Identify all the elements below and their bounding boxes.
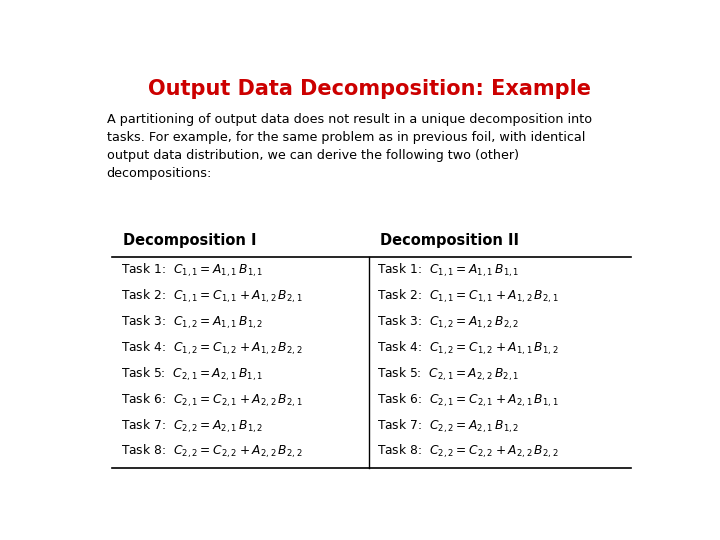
Text: Task 3:  $\mathbf{\mathit{C}}_{1,2} = \mathbf{\mathit{A}}_{1,1}\, \mathbf{\mathi: Task 3: $\mathbf{\mathit{C}}_{1,2} = \ma… — [121, 314, 263, 331]
Text: Task 8:  $\mathbf{\mathit{C}}_{2,2} = \mathbf{\mathit{C}}_{2,2} + \mathbf{\mathi: Task 8: $\mathbf{\mathit{C}}_{2,2} = \ma… — [121, 443, 302, 461]
Text: Task 6:  $\mathbf{\mathit{C}}_{2,1} = \mathbf{\mathit{C}}_{2,1} + \mathbf{\mathi: Task 6: $\mathbf{\mathit{C}}_{2,1} = \ma… — [377, 392, 559, 409]
Text: Task 7:  $\mathbf{\mathit{C}}_{2,2} = \mathbf{\mathit{A}}_{2,1}\, \mathbf{\mathi: Task 7: $\mathbf{\mathit{C}}_{2,2} = \ma… — [121, 417, 263, 435]
Text: Output Data Decomposition: Example: Output Data Decomposition: Example — [148, 79, 590, 99]
Text: Task 5:  $\mathbf{\mathit{C}}_{2,1} = \mathbf{\mathit{A}}_{2,1}\, \mathbf{\mathi: Task 5: $\mathbf{\mathit{C}}_{2,1} = \ma… — [121, 366, 263, 383]
Text: Task 3:  $\mathbf{\mathit{C}}_{1,2} = \mathbf{\mathit{A}}_{1,2}\, \mathbf{\mathi: Task 3: $\mathbf{\mathit{C}}_{1,2} = \ma… — [377, 314, 520, 331]
Text: Task 1:  $\mathbf{\mathit{C}}_{1,1} = \mathbf{\mathit{A}}_{1,1}\, \mathbf{\mathi: Task 1: $\mathbf{\mathit{C}}_{1,1} = \ma… — [121, 262, 264, 279]
Text: Task 4:  $\mathbf{\mathit{C}}_{1,2} = \mathbf{\mathit{C}}_{1,2} + \mathbf{\mathi: Task 4: $\mathbf{\mathit{C}}_{1,2} = \ma… — [121, 340, 302, 357]
Text: Task 6:  $\mathbf{\mathit{C}}_{2,1} = \mathbf{\mathit{C}}_{2,1} + \mathbf{\mathi: Task 6: $\mathbf{\mathit{C}}_{2,1} = \ma… — [121, 392, 302, 409]
Text: Task 2:  $\mathbf{\mathit{C}}_{1,1} = \mathbf{\mathit{C}}_{1,1} + \mathbf{\mathi: Task 2: $\mathbf{\mathit{C}}_{1,1} = \ma… — [121, 288, 302, 305]
Text: Task 4:  $\mathbf{\mathit{C}}_{1,2} = \mathbf{\mathit{C}}_{1,2} + \mathbf{\mathi: Task 4: $\mathbf{\mathit{C}}_{1,2} = \ma… — [377, 340, 559, 357]
Text: Task 1:  $\mathbf{\mathit{C}}_{1,1} = \mathbf{\mathit{A}}_{1,1}\, \mathbf{\mathi: Task 1: $\mathbf{\mathit{C}}_{1,1} = \ma… — [377, 262, 520, 279]
Text: Task 5:  $\mathbf{\mathit{C}}_{2,1} = \mathbf{\mathit{A}}_{2,2}\, \mathbf{\mathi: Task 5: $\mathbf{\mathit{C}}_{2,1} = \ma… — [377, 366, 519, 383]
Text: Decomposition I: Decomposition I — [124, 233, 257, 248]
Text: A partitioning of output data does not result in a unique decomposition into
tas: A partitioning of output data does not r… — [107, 113, 592, 180]
Text: Task 2:  $\mathbf{\mathit{C}}_{1,1} = \mathbf{\mathit{C}}_{1,1} + \mathbf{\mathi: Task 2: $\mathbf{\mathit{C}}_{1,1} = \ma… — [377, 288, 559, 305]
Text: Decomposition II: Decomposition II — [380, 233, 519, 248]
Text: Task 8:  $\mathbf{\mathit{C}}_{2,2} = \mathbf{\mathit{C}}_{2,2} + \mathbf{\mathi: Task 8: $\mathbf{\mathit{C}}_{2,2} = \ma… — [377, 443, 559, 461]
Text: Task 7:  $\mathbf{\mathit{C}}_{2,2} = \mathbf{\mathit{A}}_{2,1}\, \mathbf{\mathi: Task 7: $\mathbf{\mathit{C}}_{2,2} = \ma… — [377, 417, 520, 435]
